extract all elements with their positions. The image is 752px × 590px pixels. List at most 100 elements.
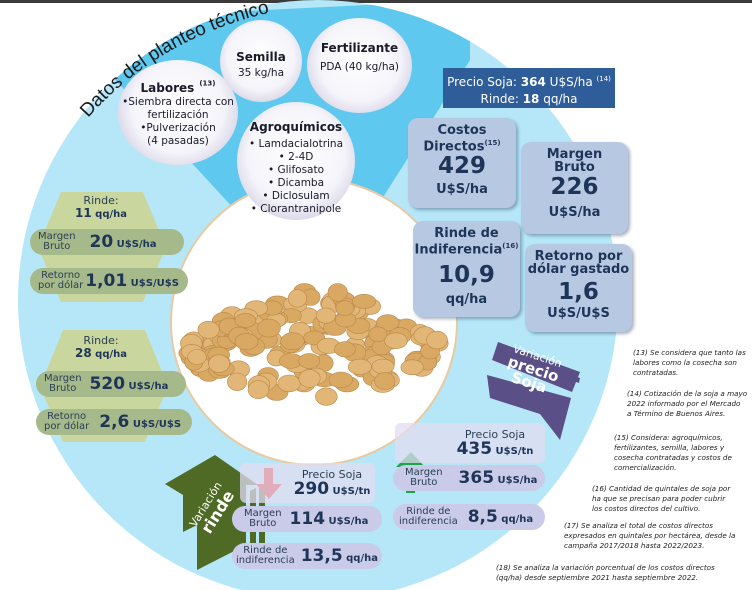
pill-label: Bruto [410, 477, 438, 488]
footnote-line: cosecha contratadas y costos de [614, 453, 732, 462]
low-yield-rinde: Rinde: 11 qq/ha [60, 194, 142, 221]
pill-label: por dólar [44, 421, 90, 432]
labores-line: •Siembra directa con [122, 96, 234, 108]
pill-label: Bruto [249, 518, 277, 529]
pill-unit: U$S/U$S [129, 419, 182, 430]
card-label: Retorno por [534, 249, 623, 264]
pill-unit: qq/ha [497, 514, 534, 525]
low-yield-retorno-pill: Retorno por dólar 1,01 U$S/U$S [30, 268, 188, 294]
precio-unit: U$S/tn [329, 486, 371, 497]
pill-unit: U$S/ha [113, 239, 157, 250]
soybean [376, 314, 400, 332]
pill-label: Bruto [43, 241, 71, 252]
card-unit: qq/ha [445, 292, 488, 308]
soybean [327, 283, 348, 302]
precio-value: 290 [293, 479, 330, 499]
soybean [234, 333, 259, 351]
price-unit: U$S/ha [545, 75, 597, 89]
rinde-unit: qq/ha [91, 209, 128, 220]
agroquimicos-item: • Dicamba [267, 177, 325, 189]
price-value: 364 [520, 75, 546, 89]
card-label: Rinde de [434, 226, 499, 241]
footnote-line: (15) Considera: agroquímicos, [614, 433, 723, 442]
pill-label: Retorno [47, 411, 87, 422]
soybean [197, 320, 220, 339]
card-ref: (16) [502, 242, 519, 250]
soybean [352, 293, 377, 309]
agroquimicos-item: • Glifosato [267, 164, 325, 176]
card-value: 226 [550, 174, 599, 200]
pill-value: 13,5 [300, 546, 343, 566]
high-price-margen-pill: Margen Bruto 365 U$S/ha [393, 465, 545, 491]
fertilizante-title: Fertilizante [320, 41, 399, 55]
footnote-18: (18) Se analiza la variación porcentual … [496, 563, 746, 583]
agroquimicos-item-text: Lamdacialotrina [258, 138, 344, 150]
footnote-line: (17) Se analiza el total de costos direc… [564, 521, 714, 530]
pill-unit: U$S/ha [494, 475, 538, 486]
pill-value: 114 [289, 509, 326, 529]
high-yield-rinde: Rinde: 28 qq/ha [60, 334, 142, 361]
pill-value: 520 [89, 374, 126, 394]
agroquimicos-item-text: Dicamba [277, 177, 325, 189]
soybean [257, 318, 281, 338]
semilla-bubble: Semilla 35 kg/ha [220, 20, 302, 102]
footnote-line: contratadas. [633, 368, 679, 377]
footnote-line: ha que se precisan para poder cubrir [592, 494, 726, 503]
fertilizante-value: PDA (40 kg/ha) [319, 61, 400, 73]
agroquimicos-item: • 2-4D [278, 151, 314, 163]
yield-value: 18 [522, 92, 540, 106]
variacion-precio-arrow [487, 342, 580, 440]
soybean [334, 341, 356, 358]
card-value: 429 [437, 153, 486, 180]
footnote-16: (16) Cantidad de quintales de soja por h… [592, 484, 750, 514]
pill-label: Rinde de [243, 545, 288, 556]
price-box: Precio Soja: 364 U$S/ha (14) Rinde: 18 q… [443, 68, 615, 108]
card-unit: U$S/ha [548, 205, 601, 220]
pill-label: por dólar [38, 280, 84, 291]
agroquimicos-item-text: Diclosulam [271, 190, 330, 202]
card-label: Indiferencia [414, 242, 503, 258]
precio-value: 435 [456, 439, 493, 459]
footnote-line: fertilizantes, semilla, labores y [614, 443, 725, 452]
card-label: Costos [437, 123, 487, 138]
pill-label: Retorno [41, 270, 81, 281]
precio-unit: U$S/tn [492, 446, 534, 457]
footnote-line: (16) Cantidad de quintales de soja por [592, 484, 731, 493]
pill-value: 20 [89, 232, 114, 252]
pill-label: Bruto [49, 383, 77, 394]
card-value: 1,6 [558, 279, 599, 305]
pill-unit: qq/ha [342, 553, 378, 564]
soybean [187, 349, 207, 365]
top-border [0, 0, 752, 3]
soybeans-image [178, 283, 449, 406]
footnote-line: (qq/ha) desde septiembre 2021 hasta sept… [496, 573, 699, 582]
low-price-panel [240, 463, 375, 503]
footnote-line: (14) Cotización de la soja a mayo [627, 389, 748, 398]
agroquimicos-item-text: Glifosato [277, 164, 325, 176]
soybean [335, 300, 355, 316]
pill-value: 8,5 [467, 507, 498, 527]
costos-directos-card: Costos Directos(15) 429 U$S/ha [408, 118, 516, 208]
soybean [298, 369, 321, 388]
labores-bubble: Labores (13) •Siembra directa con fertil… [118, 60, 238, 165]
pill-label: Margen [38, 231, 76, 242]
agroquimicos-item: • Clorantranipole [250, 203, 342, 215]
card-value: 10,9 [438, 262, 495, 289]
soybean [347, 358, 372, 375]
footnote-14: (14) Cotización de la soja a mayo 2022 i… [627, 389, 751, 419]
soybean [315, 387, 338, 406]
labores-line: fertilización [147, 109, 209, 121]
footnote-line: expresados en quintales por hectárea, de… [564, 531, 736, 540]
labores-title: Labores [140, 81, 195, 95]
footnote-line: comercialización. [614, 463, 677, 472]
pill-value: 2,6 [99, 412, 130, 432]
yield-unit: qq/ha [539, 92, 578, 106]
fertilizante-bubble: Fertilizante PDA (40 kg/ha) [307, 18, 412, 113]
rinde-value: 11 [74, 206, 92, 220]
yield-line: Rinde: 18 qq/ha [443, 91, 615, 108]
card-label: dólar gastado [527, 262, 630, 277]
pill-value: 1,01 [85, 271, 128, 291]
rinde-label: Rinde: [83, 334, 119, 347]
card-unit: U$S/U$S [547, 306, 610, 321]
agroquimicos-item: • Diclosulam [262, 190, 330, 202]
